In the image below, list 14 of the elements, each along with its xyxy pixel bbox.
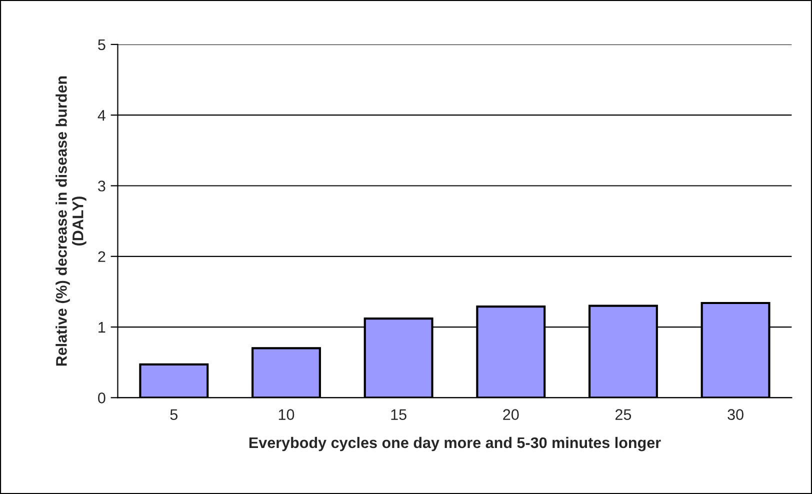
- x-tick-label: 20: [503, 409, 519, 420]
- x-tick-label: 30: [728, 409, 744, 420]
- y-tick-label: 3: [98, 180, 106, 192]
- y-tick-label: 1: [98, 322, 106, 333]
- x-tick-label: 10: [278, 409, 294, 420]
- x-tick-label: 5: [170, 409, 178, 420]
- x-tick-label: 15: [391, 409, 406, 420]
- y-tick-label: 0: [98, 392, 106, 404]
- y-tick-label: 2: [98, 251, 106, 262]
- y-tick-label: 5: [98, 39, 106, 50]
- y-axis-title: Relative (%) decrease in disease burden (DALY): [56, 76, 86, 366]
- x-tick-label: 25: [615, 409, 632, 420]
- y-tick-label: 4: [98, 110, 106, 121]
- x-axis-title: Everybody cycles one day more and 5-30 minutes longer: [249, 436, 661, 452]
